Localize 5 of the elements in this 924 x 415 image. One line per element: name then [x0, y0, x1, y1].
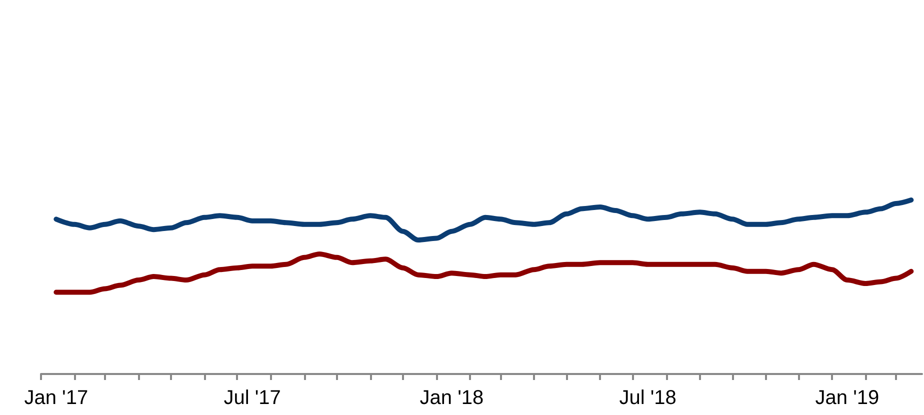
- x-tick-label: Jul '18: [619, 387, 676, 409]
- x-tick-label: Jan '18: [420, 387, 484, 409]
- x-tick-label: Jan '19: [815, 387, 880, 409]
- x-tick-label: Jul '17: [224, 387, 281, 409]
- x-tick-label: Jan '17: [24, 387, 88, 409]
